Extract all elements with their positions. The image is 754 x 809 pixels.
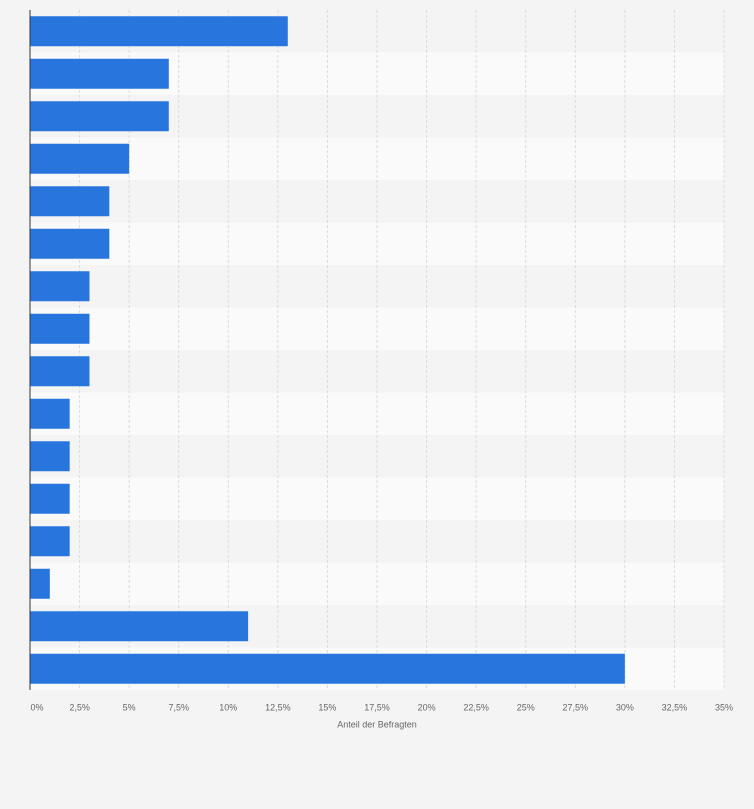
bar <box>30 441 70 472</box>
x-tick-label: 5% <box>123 702 136 712</box>
x-tick-label: 20% <box>418 702 436 712</box>
row-band <box>30 307 724 350</box>
row-band <box>30 562 724 605</box>
bar <box>30 58 169 89</box>
bar <box>30 483 70 514</box>
x-tick-label: 10% <box>219 702 237 712</box>
bar <box>30 101 169 132</box>
x-tick-label: 30% <box>616 702 634 712</box>
x-tick-label: 17,5% <box>364 702 390 712</box>
x-tick-label: 35% <box>715 702 733 712</box>
x-tick-label: 12,5% <box>265 702 291 712</box>
bar <box>30 398 70 429</box>
bar <box>30 526 70 557</box>
x-tick-label: 2,5% <box>69 702 90 712</box>
row-band <box>30 222 724 265</box>
bar <box>30 16 288 47</box>
bar <box>30 186 110 217</box>
x-tick-label: 0% <box>30 702 43 712</box>
bar <box>30 356 90 387</box>
x-tick-label: 32,5% <box>662 702 688 712</box>
x-tick-label: 22,5% <box>463 702 489 712</box>
bar <box>30 228 110 259</box>
bar <box>30 568 50 599</box>
bar <box>30 271 90 302</box>
row-band <box>30 477 724 520</box>
x-tick-label: 7,5% <box>168 702 189 712</box>
x-tick-label: 25% <box>517 702 535 712</box>
bar <box>30 611 249 642</box>
bar <box>30 313 90 344</box>
x-axis-title: Anteil der Befragten <box>337 719 417 729</box>
bar <box>30 143 130 174</box>
row-band <box>30 392 724 435</box>
x-tick-label: 27,5% <box>563 702 589 712</box>
bar <box>30 653 625 684</box>
row-band <box>30 137 724 180</box>
x-tick-label: 15% <box>318 702 336 712</box>
